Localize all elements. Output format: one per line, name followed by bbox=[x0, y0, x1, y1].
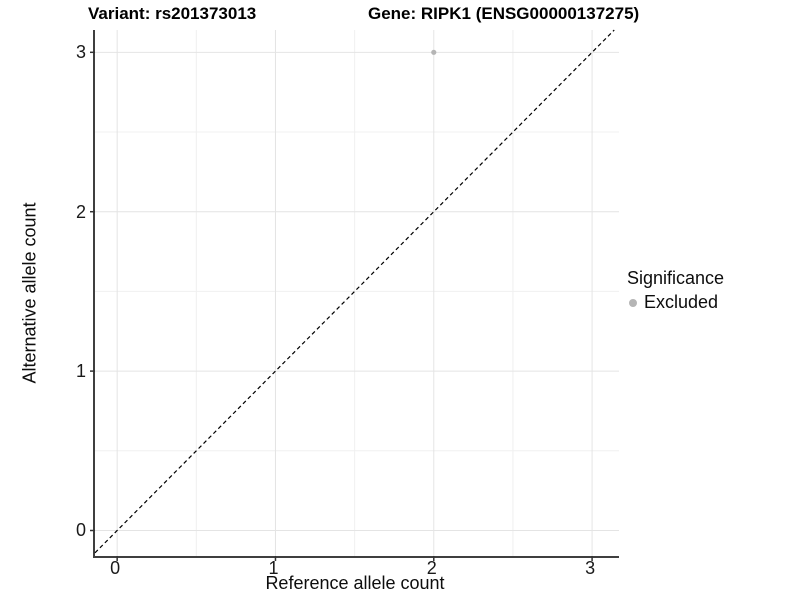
y-tick-label: 1 bbox=[75, 361, 86, 382]
plot-title-variant: Variant: rs201373013 bbox=[88, 4, 257, 23]
x-axis-label: Reference allele count bbox=[265, 573, 445, 593]
plot-title-gene: Gene: RIPK1 (ENSG00000137275) bbox=[368, 4, 640, 23]
legend-item-label: Excluded bbox=[644, 292, 719, 312]
legend-point-icon bbox=[629, 298, 637, 307]
y-axis-label: Alternative allele count bbox=[19, 202, 40, 384]
plot-panel bbox=[90, 29, 619, 561]
x-tick-label: 3 bbox=[585, 558, 596, 578]
legend-item-excluded: Excluded bbox=[627, 292, 724, 313]
legend: Significance Excluded bbox=[627, 268, 724, 313]
data-point bbox=[431, 49, 437, 55]
y-tick-label: 2 bbox=[75, 201, 86, 222]
y-tick-label: 3 bbox=[75, 42, 86, 63]
x-tick-label: 0 bbox=[110, 558, 121, 578]
legend-title: Significance bbox=[627, 268, 725, 288]
plot-canvas bbox=[90, 29, 619, 561]
identity-reference-line bbox=[94, 29, 615, 554]
y-tick-label: 0 bbox=[75, 520, 86, 541]
x-tick-label: 2 bbox=[426, 558, 437, 578]
x-tick-label: 1 bbox=[268, 558, 279, 578]
